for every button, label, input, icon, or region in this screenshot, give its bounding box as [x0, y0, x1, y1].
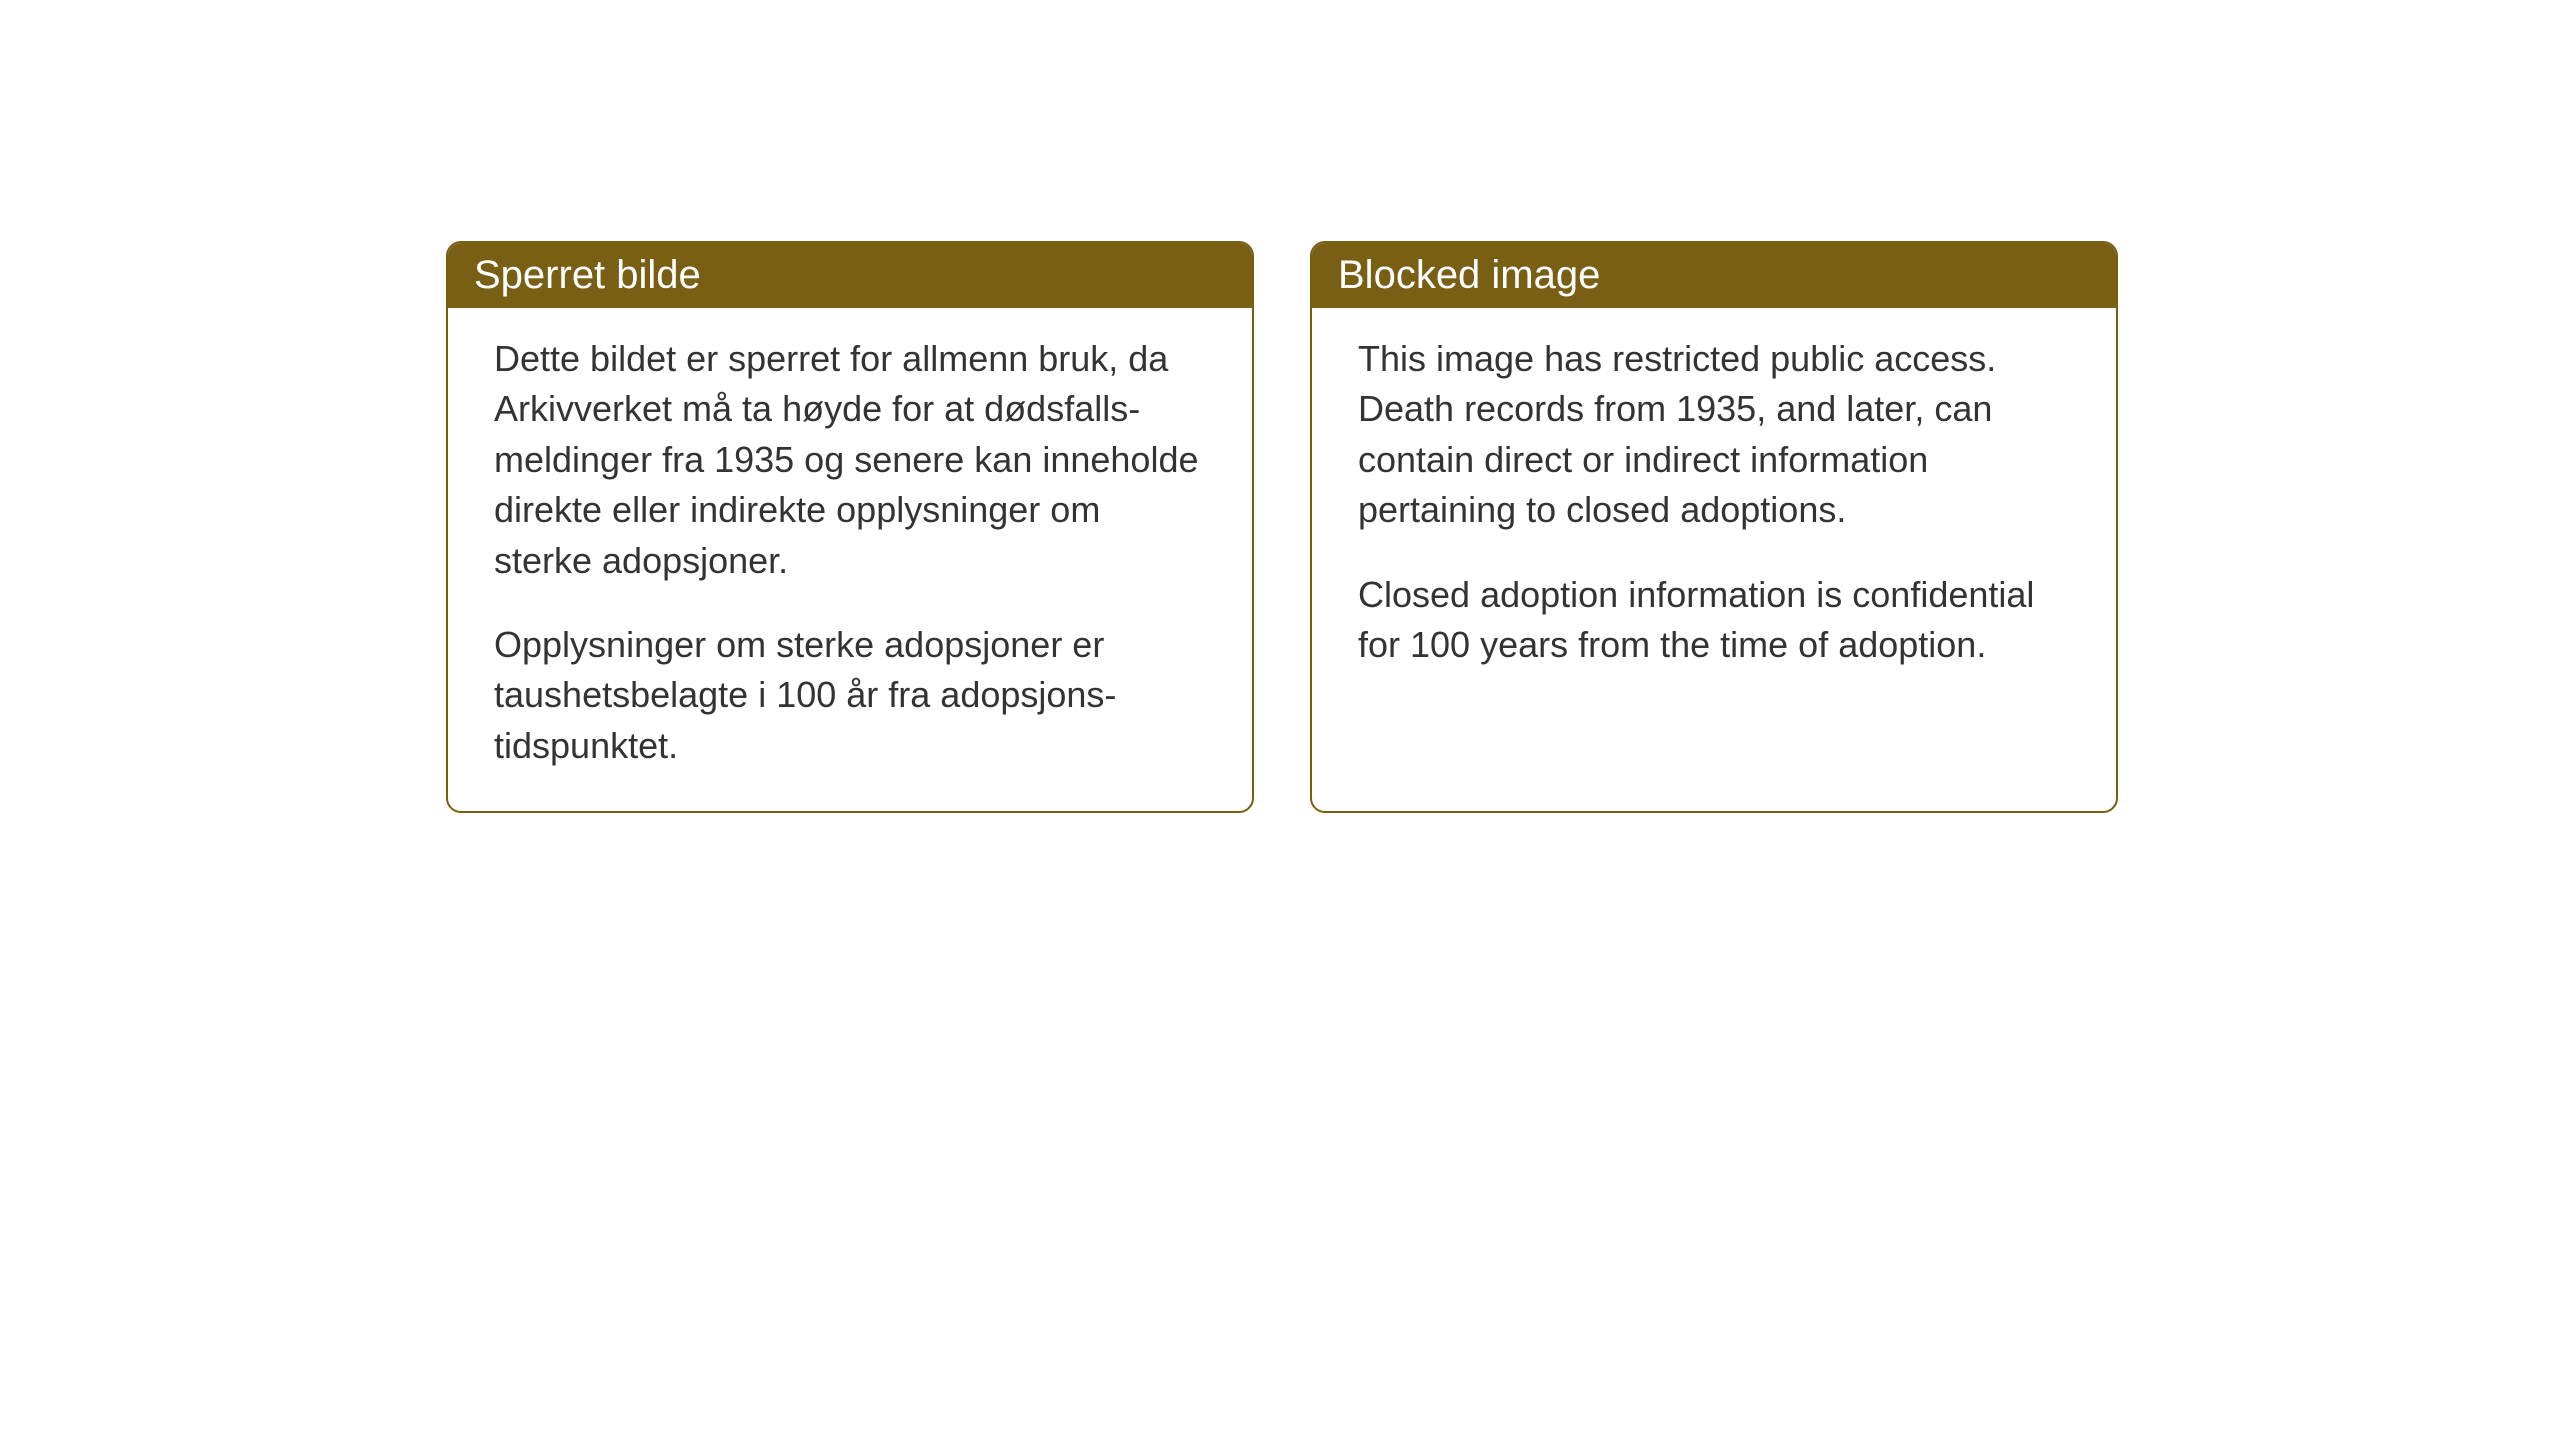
card-norwegian-paragraph-2: Opplysninger om sterke adopsjoner er tau…: [494, 620, 1206, 771]
card-english-paragraph-1: This image has restricted public access.…: [1358, 334, 2070, 536]
card-norwegian-body: Dette bildet er sperret for allmenn bruk…: [448, 308, 1252, 811]
card-norwegian-paragraph-1: Dette bildet er sperret for allmenn bruk…: [494, 334, 1206, 586]
cards-container: Sperret bilde Dette bildet er sperret fo…: [0, 0, 2560, 813]
card-norwegian-header: Sperret bilde: [448, 243, 1252, 308]
card-english-header: Blocked image: [1312, 243, 2116, 308]
card-english-paragraph-2: Closed adoption information is confident…: [1358, 570, 2070, 671]
card-english-body: This image has restricted public access.…: [1312, 308, 2116, 710]
card-english: Blocked image This image has restricted …: [1310, 241, 2118, 813]
card-norwegian: Sperret bilde Dette bildet er sperret fo…: [446, 241, 1254, 813]
